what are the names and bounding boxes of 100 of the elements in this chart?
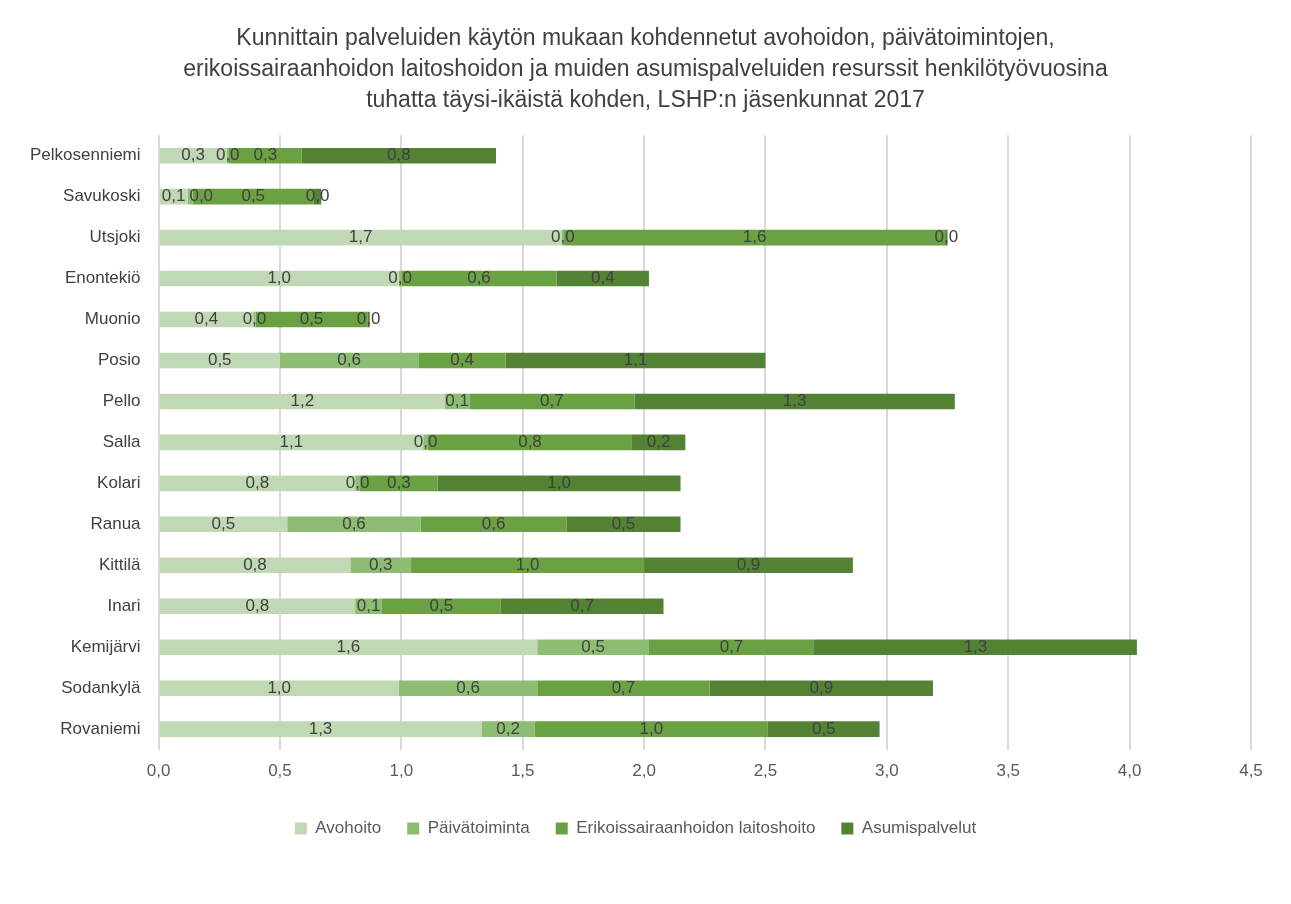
- x-tick-label: 1,5: [510, 761, 535, 781]
- data-label: 0,1: [445, 391, 469, 411]
- data-label: 0,0: [215, 145, 240, 165]
- data-label: 0,0: [242, 309, 267, 329]
- y-tick-label: Kemijärvi: [70, 636, 141, 656]
- data-label: 0,8: [245, 473, 270, 493]
- bar: [648, 639, 815, 655]
- bar: [411, 557, 645, 574]
- x-tick-label: 1,0: [389, 761, 414, 781]
- y-tick-label: Enontekiö: [64, 268, 141, 288]
- data-label: 1,3: [963, 636, 988, 656]
- data-label: 0,8: [387, 145, 411, 165]
- data-label: 0,7: [540, 391, 564, 411]
- bar: [253, 311, 256, 328]
- data-label: 0,6: [467, 268, 491, 288]
- data-label: 0,8: [245, 595, 270, 615]
- chart-title: Kunnittain palveluiden käytön mukaan kohdennetut avohoidon, päivätoimintojen, erikoissairaanhoidon laitoshoidon ja muiden asumispalveluiden resurssit henkilötyövuosina tuhatta täysi-ikäistä kohden, LSHP:n jäsenkunnat 2017: [182, 23, 1109, 114]
- x-tick-label: 3,0: [875, 761, 899, 781]
- data-label: 0,5: [299, 309, 324, 329]
- y-tick-label: Kittilä: [98, 554, 142, 574]
- data-label: 0,4: [450, 350, 474, 370]
- y-tick-label: Posio: [98, 350, 141, 370]
- bar: [159, 393, 446, 410]
- data-label: 0,9: [809, 677, 834, 697]
- x-tick-label: 4,0: [1117, 761, 1142, 781]
- data-label: 0,3: [368, 554, 393, 574]
- bar: [159, 598, 356, 615]
- data-label: 0,6: [337, 350, 361, 370]
- data-label: 0,5: [811, 718, 836, 738]
- data-label: 1,3: [308, 718, 333, 738]
- data-label: 0,8: [243, 554, 267, 574]
- data-label: 0,7: [611, 677, 636, 697]
- data-label: 1,3: [782, 391, 807, 411]
- bar: [159, 557, 351, 574]
- data-label: 0,3: [253, 145, 278, 165]
- data-label: 1,0: [515, 554, 540, 574]
- bar: [537, 680, 710, 696]
- legend-label: Erikoissairaanhoidon laitoshoito: [576, 818, 816, 838]
- y-tick-label: Pelkosenniemi: [30, 145, 141, 165]
- data-label: 0,5: [207, 350, 232, 370]
- bar: [381, 598, 501, 615]
- y-tick-label: Kolari: [97, 473, 141, 493]
- y-tick-label: Pello: [102, 391, 141, 411]
- legend-label: Päivätoiminta: [427, 818, 531, 838]
- bar: [537, 639, 649, 655]
- data-label: 0,0: [345, 473, 370, 493]
- data-label: 1,0: [547, 473, 571, 493]
- data-label: 0,6: [456, 677, 480, 697]
- bar: [500, 598, 664, 615]
- data-label: 1,0: [639, 718, 664, 738]
- x-tick-label: 2,5: [753, 761, 778, 781]
- data-label: 1,1: [279, 432, 304, 452]
- bar: [159, 721, 482, 737]
- legend-label: Asumispalvelut: [861, 818, 977, 838]
- legend-label: Avohoito: [315, 818, 382, 838]
- y-tick-label: Muonio: [84, 309, 141, 329]
- x-tick-label: 4,5: [1239, 761, 1263, 781]
- data-label: 0,1: [161, 186, 186, 206]
- data-label: 0,8: [518, 432, 542, 452]
- data-label: 0,0: [550, 227, 575, 247]
- y-tick-label: Rovaniemi: [60, 718, 141, 738]
- data-label: 1,1: [623, 350, 648, 370]
- bar: [767, 721, 880, 737]
- bar: [644, 557, 853, 574]
- data-label: 0,7: [570, 595, 594, 615]
- data-label: 0,2: [496, 718, 520, 738]
- y-tick-label: Sodankylä: [61, 677, 142, 697]
- data-label: 0,7: [719, 636, 744, 656]
- bar: [534, 721, 768, 737]
- bar: [437, 475, 681, 492]
- bar: [814, 639, 1137, 655]
- data-label: 0,0: [413, 432, 438, 452]
- data-label: 1,0: [267, 268, 292, 288]
- data-label: 1,2: [290, 391, 315, 411]
- bar: [159, 639, 538, 655]
- data-label: 0,3: [387, 473, 411, 493]
- x-tick-label: 3,5: [996, 761, 1021, 781]
- data-label: 1,6: [336, 636, 361, 656]
- data-label: 0,6: [342, 514, 366, 534]
- data-label: 0,5: [611, 514, 636, 534]
- data-label: 0,3: [181, 145, 205, 165]
- bar: [159, 680, 399, 696]
- y-tick-label: Inari: [107, 595, 141, 615]
- y-tick-label: Ranua: [90, 514, 142, 534]
- bar: [505, 352, 766, 369]
- data-label: 1,6: [742, 227, 767, 247]
- data-label: 0,6: [481, 514, 506, 534]
- data-label: 1,7: [348, 227, 373, 247]
- y-tick-label: Utsjoki: [89, 227, 141, 247]
- x-tick-label: 2,0: [632, 761, 656, 781]
- y-tick-label: Savukoski: [63, 186, 141, 206]
- data-label: 0,9: [736, 554, 761, 574]
- data-label: 0,5: [429, 595, 454, 615]
- bar: [634, 393, 955, 410]
- x-tick-label: 0,5: [268, 761, 292, 781]
- bar: [301, 147, 496, 164]
- y-tick-label: Salla: [102, 432, 142, 452]
- data-label: 0,1: [356, 595, 381, 615]
- bar: [398, 680, 538, 696]
- bar: [287, 516, 421, 533]
